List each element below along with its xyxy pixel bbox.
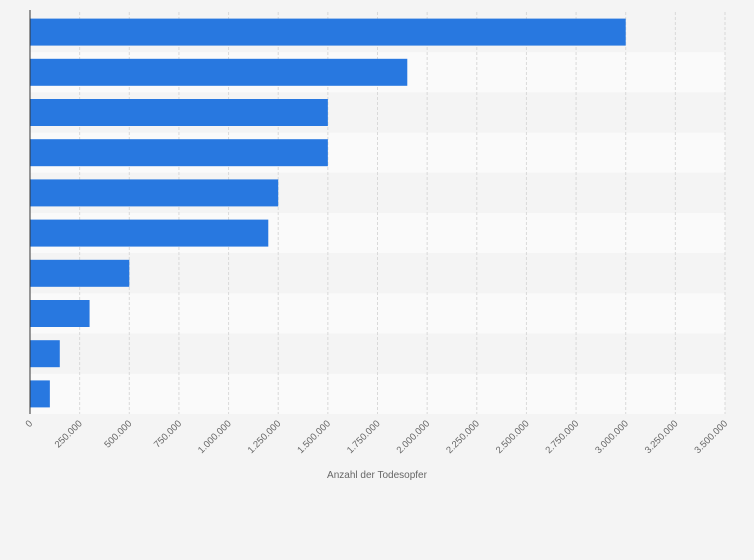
- x-tick-label: 2.500.000: [494, 418, 532, 456]
- x-tick-label: 1.500.000: [295, 418, 333, 456]
- x-tick-label: 750.000: [152, 418, 184, 450]
- x-tick-label: 1.750.000: [345, 418, 383, 456]
- x-tick-label: 1.250.000: [246, 418, 284, 456]
- bar[interactable]: [30, 58, 408, 86]
- x-tick-label: 2.000.000: [395, 418, 433, 456]
- x-tick-label: 1.000.000: [196, 418, 234, 456]
- bar[interactable]: [30, 340, 60, 368]
- x-tick-label: 2.750.000: [544, 418, 582, 456]
- bar[interactable]: [30, 99, 328, 126]
- x-tick-label: 3.000.000: [593, 418, 631, 456]
- x-tick-label: 500.000: [102, 418, 134, 450]
- bar[interactable]: [30, 259, 130, 287]
- bar[interactable]: [30, 179, 279, 207]
- bars: [30, 18, 626, 408]
- bar[interactable]: [30, 219, 269, 247]
- bar[interactable]: [30, 380, 50, 408]
- x-tick-label: 3.250.000: [643, 418, 681, 456]
- x-tick-label: 250.000: [53, 418, 85, 450]
- x-axis-label: Anzahl der Todesopfer: [327, 470, 428, 481]
- bar[interactable]: [30, 300, 90, 327]
- x-tick-label: 2.250.000: [444, 418, 482, 456]
- bar[interactable]: [30, 18, 626, 46]
- x-axis-ticks: 0 250.000 500.000 750.000 1.000.000 1.250.000…: [24, 418, 731, 456]
- x-tick-label: 3.500.000: [692, 418, 730, 456]
- x-tick-label: 0: [24, 418, 36, 430]
- bar[interactable]: [30, 139, 328, 167]
